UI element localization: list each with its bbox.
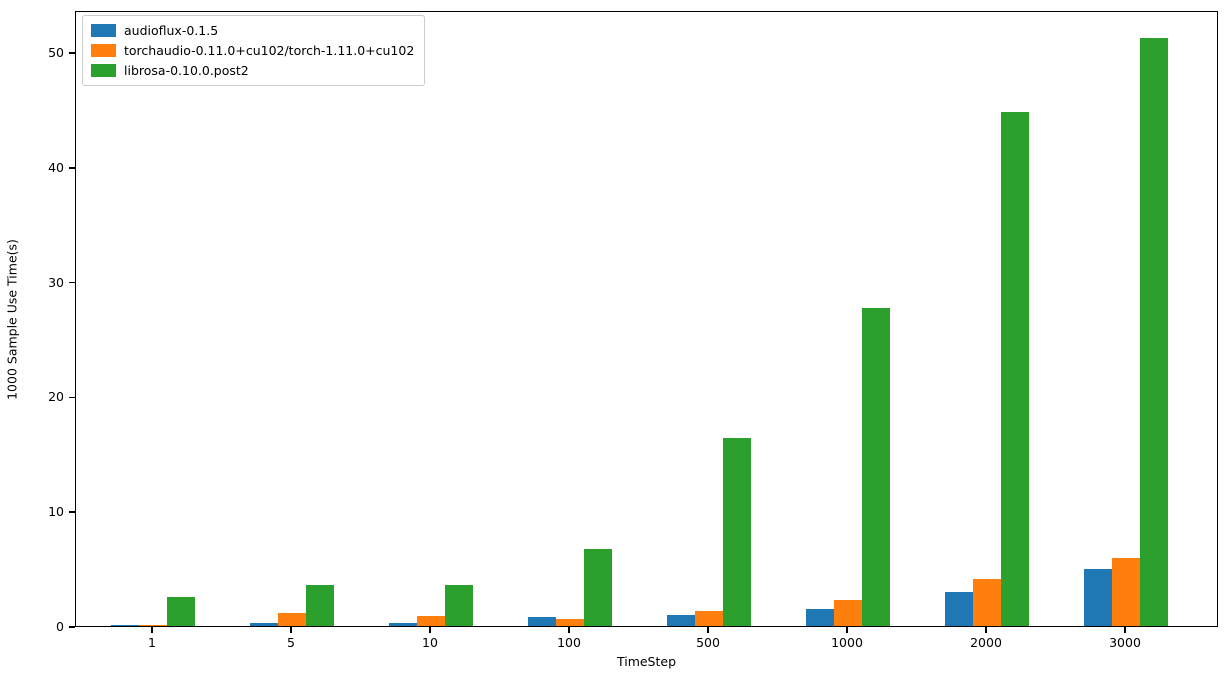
x-tick-label-500: 500 xyxy=(696,635,720,650)
bar-librosa-500 xyxy=(723,437,751,626)
y-tick-mark-30 xyxy=(69,281,75,284)
bar-audioflux-1000 xyxy=(806,608,834,626)
bar-audioflux-100 xyxy=(528,617,556,626)
legend: audioflux-0.1.5 torchaudio-0.11.0+cu102/t… xyxy=(82,15,426,86)
legend-item-0: audioflux-0.1.5 xyxy=(91,23,414,38)
x-axis-label: TimeStep xyxy=(616,654,677,669)
bar-audioflux-5 xyxy=(250,622,278,626)
y-tick-label-10: 10 xyxy=(48,504,64,520)
x-tick-label-3000: 3000 xyxy=(1109,635,1141,650)
x-tick-label-10: 10 xyxy=(422,635,438,650)
legend-item-1: torchaudio-0.11.0+cu102/torch-1.11.0+cu1… xyxy=(91,43,414,58)
bar-torchaudio-100 xyxy=(556,619,584,626)
bar-torchaudio-5 xyxy=(278,613,306,626)
x-tick-mark-100 xyxy=(568,627,570,633)
legend-swatch-icon xyxy=(91,64,116,77)
x-tick-mark-5 xyxy=(290,627,292,633)
y-tick-mark-20 xyxy=(69,396,75,399)
x-tick-mark-1 xyxy=(151,627,153,633)
bar-librosa-1000 xyxy=(862,308,890,626)
y-tick-label-40: 40 xyxy=(48,159,64,175)
bar-torchaudio-500 xyxy=(695,611,723,626)
bar-torchaudio-10 xyxy=(417,615,445,626)
x-tick-label-1: 1 xyxy=(148,635,156,650)
x-tick-label-100: 100 xyxy=(557,635,581,650)
y-tick-label-30: 30 xyxy=(48,274,64,290)
y-tick-label-0: 0 xyxy=(56,619,64,634)
bar-audioflux-2000 xyxy=(945,591,973,626)
bar-torchaudio-2000 xyxy=(973,578,1001,626)
x-tick-label-1000: 1000 xyxy=(831,635,863,650)
bar-audioflux-500 xyxy=(667,614,695,626)
y-tick-label-20: 20 xyxy=(48,389,64,405)
legend-label: librosa-0.10.0.post2 xyxy=(124,63,249,78)
bar-audioflux-1 xyxy=(111,624,139,626)
y-tick-mark-50 xyxy=(69,52,75,54)
plot-area xyxy=(75,11,1218,627)
y-tick-mark-0 xyxy=(69,626,75,628)
y-axis-label: 1000 Sample Use Time(s) xyxy=(4,239,20,400)
legend-swatch-icon xyxy=(91,24,116,37)
x-tick-label-5: 5 xyxy=(287,635,295,650)
bar-audioflux-10 xyxy=(389,623,417,626)
x-tick-mark-500 xyxy=(707,627,709,633)
x-tick-mark-2000 xyxy=(985,627,987,633)
legend-swatch-icon xyxy=(91,44,116,57)
y-tick-mark-10 xyxy=(69,511,75,513)
y-tick-label-50: 50 xyxy=(48,45,64,61)
bar-audioflux-3000 xyxy=(1084,569,1112,626)
bar-librosa-100 xyxy=(584,549,612,626)
legend-label: torchaudio-0.11.0+cu102/torch-1.11.0+cu1… xyxy=(124,43,415,58)
bar-torchaudio-3000 xyxy=(1112,558,1140,626)
x-tick-mark-10 xyxy=(429,627,431,633)
bar-torchaudio-1 xyxy=(139,625,167,626)
x-tick-label-2000: 2000 xyxy=(970,635,1002,650)
y-tick-mark-40 xyxy=(69,167,75,169)
bar-librosa-2000 xyxy=(1001,111,1029,626)
bar-librosa-5 xyxy=(306,584,334,626)
bar-librosa-3000 xyxy=(1140,38,1168,626)
bar-librosa-1 xyxy=(167,597,195,626)
bar-librosa-10 xyxy=(445,585,473,626)
x-tick-mark-1000 xyxy=(846,627,848,633)
x-tick-mark-3000 xyxy=(1124,627,1126,633)
bar-torchaudio-1000 xyxy=(834,600,862,626)
legend-label: audioflux-0.1.5 xyxy=(124,23,219,38)
legend-item-2: librosa-0.10.0.post2 xyxy=(91,63,414,78)
